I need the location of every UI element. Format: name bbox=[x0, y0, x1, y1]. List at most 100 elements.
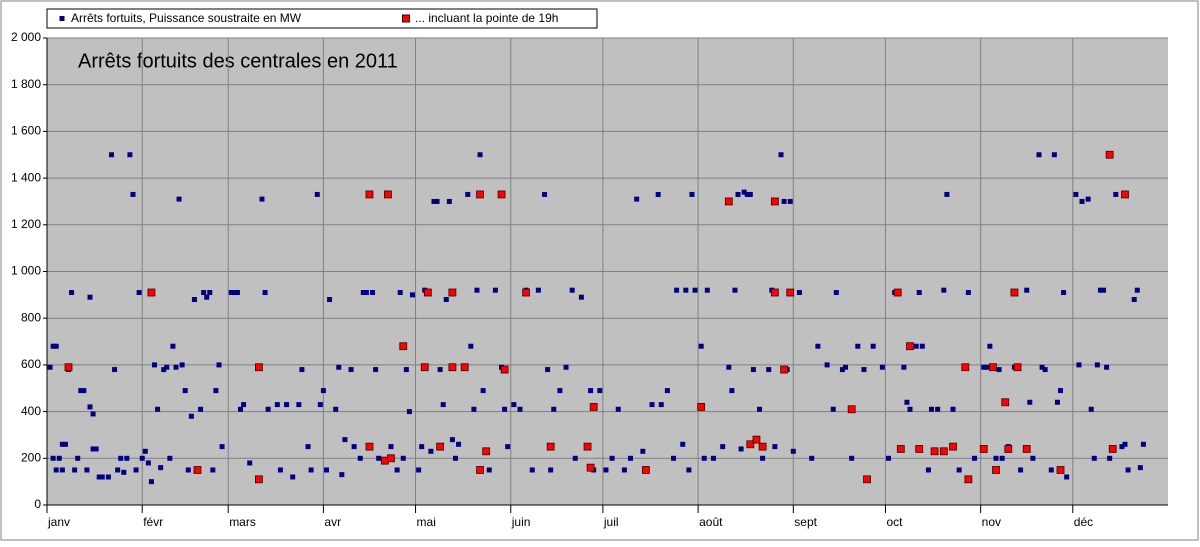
point bbox=[726, 364, 732, 370]
point bbox=[961, 363, 970, 372]
y-tick-label: 800 bbox=[21, 310, 41, 324]
point bbox=[299, 367, 305, 373]
point bbox=[399, 342, 408, 351]
point bbox=[658, 402, 664, 408]
point bbox=[628, 455, 634, 461]
point bbox=[809, 455, 815, 461]
point bbox=[167, 455, 173, 461]
point bbox=[1107, 455, 1113, 461]
point bbox=[724, 197, 733, 206]
point bbox=[956, 467, 962, 473]
point bbox=[482, 447, 491, 456]
point bbox=[941, 287, 947, 293]
point bbox=[907, 406, 913, 412]
point bbox=[906, 342, 914, 351]
point bbox=[53, 343, 59, 349]
point bbox=[394, 467, 400, 473]
point bbox=[1058, 388, 1064, 394]
point bbox=[671, 455, 677, 461]
point bbox=[569, 287, 575, 293]
y-tick-label: 1 000 bbox=[11, 264, 41, 278]
point bbox=[384, 190, 392, 199]
point bbox=[1125, 467, 1131, 473]
point bbox=[697, 403, 706, 411]
point bbox=[511, 402, 517, 408]
point bbox=[241, 402, 247, 408]
point bbox=[535, 287, 541, 293]
point bbox=[133, 467, 139, 473]
point bbox=[935, 406, 941, 412]
point bbox=[929, 406, 935, 412]
point bbox=[1001, 398, 1010, 407]
point bbox=[409, 292, 415, 298]
point bbox=[770, 197, 779, 206]
point bbox=[680, 441, 686, 447]
point bbox=[557, 388, 563, 394]
point bbox=[548, 467, 554, 473]
y-tick-label: 1 400 bbox=[11, 170, 41, 184]
x-tick-label: août bbox=[699, 515, 723, 529]
point bbox=[701, 455, 707, 461]
point bbox=[849, 455, 855, 461]
point bbox=[1122, 441, 1128, 447]
point bbox=[158, 465, 164, 471]
point bbox=[704, 287, 710, 293]
point bbox=[664, 388, 670, 394]
point bbox=[984, 364, 990, 370]
legend-label: Arrêts fortuits, Puissance soustraite en… bbox=[71, 11, 302, 25]
point bbox=[452, 455, 458, 461]
point bbox=[992, 466, 1000, 474]
point bbox=[780, 365, 788, 374]
point bbox=[987, 343, 993, 349]
point bbox=[351, 444, 357, 450]
point bbox=[428, 448, 434, 454]
point bbox=[446, 198, 452, 204]
point bbox=[692, 287, 698, 293]
point bbox=[468, 343, 474, 349]
point bbox=[720, 444, 726, 450]
x-tick-label: nov bbox=[982, 515, 1001, 529]
x-tick-label: févr bbox=[143, 515, 163, 529]
x-tick-label: janv bbox=[47, 515, 70, 529]
point bbox=[1024, 287, 1030, 293]
point bbox=[1094, 362, 1100, 368]
point bbox=[1104, 364, 1110, 370]
point bbox=[436, 442, 445, 451]
point bbox=[161, 367, 167, 373]
point bbox=[500, 365, 509, 374]
point bbox=[1140, 441, 1146, 447]
point bbox=[861, 367, 867, 373]
point bbox=[621, 467, 627, 473]
point bbox=[228, 290, 234, 296]
point bbox=[1088, 406, 1094, 412]
point bbox=[1137, 465, 1143, 471]
point bbox=[896, 445, 905, 453]
point bbox=[476, 190, 484, 199]
point bbox=[474, 287, 480, 293]
point bbox=[72, 467, 78, 473]
point bbox=[118, 455, 124, 461]
point bbox=[419, 444, 425, 450]
point bbox=[919, 343, 925, 349]
point bbox=[993, 455, 999, 461]
x-tick-label: avr bbox=[324, 515, 341, 529]
point bbox=[981, 364, 987, 370]
point bbox=[979, 445, 988, 453]
point bbox=[84, 467, 90, 473]
point bbox=[397, 290, 403, 296]
point bbox=[999, 455, 1005, 461]
point bbox=[191, 297, 197, 303]
point bbox=[75, 455, 81, 461]
point bbox=[603, 467, 609, 473]
point bbox=[130, 191, 136, 197]
point bbox=[744, 191, 750, 197]
point bbox=[314, 191, 320, 197]
point bbox=[423, 288, 432, 297]
point bbox=[219, 444, 225, 450]
point bbox=[147, 288, 156, 297]
point bbox=[115, 467, 121, 473]
point bbox=[207, 290, 213, 296]
point bbox=[112, 367, 118, 373]
point bbox=[62, 441, 68, 447]
